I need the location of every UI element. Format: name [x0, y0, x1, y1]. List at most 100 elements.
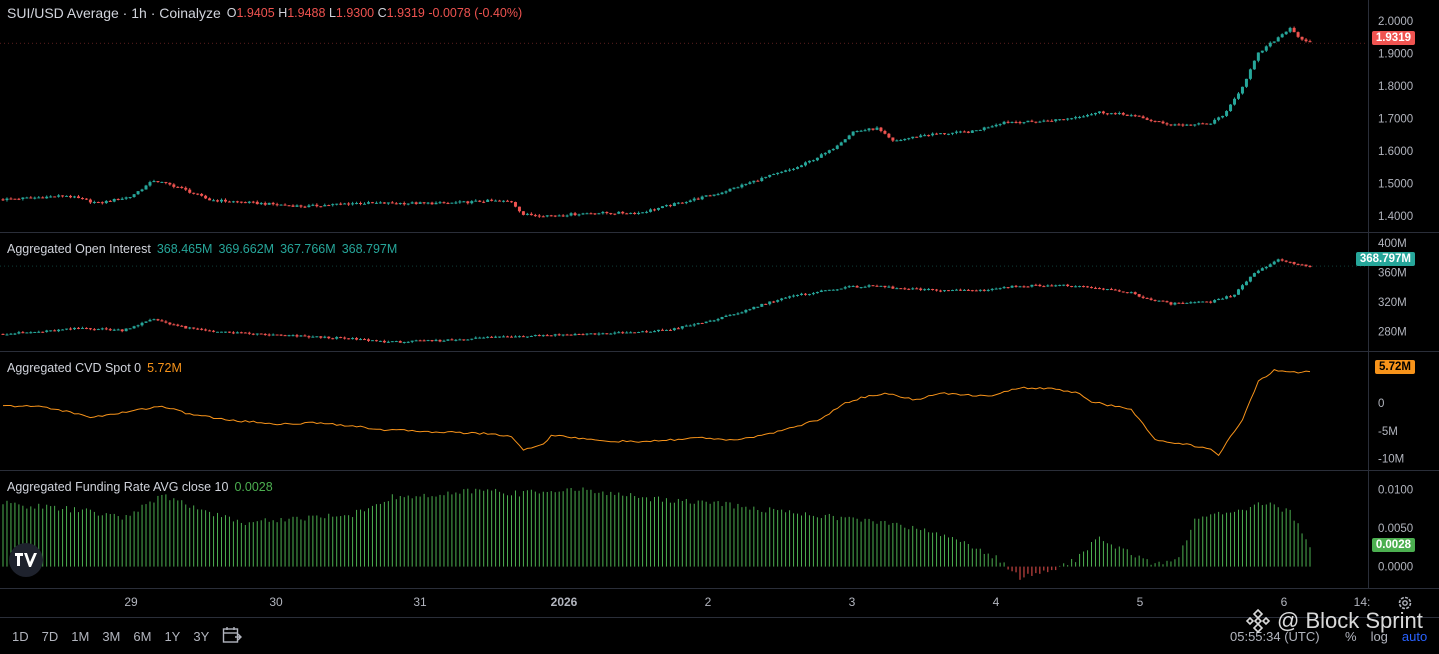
oi-candle	[470, 338, 474, 340]
price-candle	[784, 170, 788, 172]
price-candle	[879, 127, 883, 132]
calendar-goto-icon[interactable]	[222, 626, 242, 644]
utc-clock[interactable]: 05:55:34 (UTC)	[1230, 629, 1320, 644]
price-candle	[672, 203, 676, 207]
oi-candle	[1022, 286, 1026, 288]
price-candle	[601, 211, 605, 214]
oi-candle	[172, 324, 176, 326]
oi-candle	[5, 334, 9, 336]
timeframe-3y[interactable]: 3Y	[193, 629, 210, 644]
x-tick-label: 6	[1281, 595, 1288, 609]
price-candle	[692, 198, 696, 201]
oi-candle	[33, 331, 37, 333]
oi-candle	[1272, 261, 1276, 265]
oi-candle	[597, 333, 601, 335]
price-candle	[1236, 93, 1240, 99]
price-candle	[887, 133, 891, 138]
oi-candle	[1145, 297, 1149, 299]
price-candle	[819, 154, 823, 158]
price-candle	[168, 182, 172, 185]
oi-candle	[605, 333, 609, 335]
price-candle	[374, 202, 378, 204]
price-candle	[188, 189, 192, 193]
oi-candle	[319, 336, 323, 338]
timeframe-1m[interactable]: 1M	[71, 629, 90, 644]
price-candle	[1201, 123, 1205, 125]
price-candle	[446, 203, 450, 205]
price-candle	[343, 203, 347, 205]
price-candle	[1078, 117, 1082, 119]
timeframe-6m[interactable]: 6M	[133, 629, 152, 644]
log-scale-toggle[interactable]: log	[1370, 629, 1388, 644]
oi-candle	[1014, 285, 1018, 287]
oi-candle	[1006, 287, 1010, 289]
timeframe-1y[interactable]: 1Y	[164, 629, 181, 644]
oi-candle	[851, 286, 855, 288]
funding-last-tag: 0.0028	[1371, 538, 1415, 552]
oi-candle	[239, 332, 243, 334]
oi-candle	[21, 332, 25, 334]
price-candle	[1240, 86, 1244, 94]
oi-candle	[1300, 264, 1304, 266]
oi-candle	[1252, 273, 1256, 277]
price-candle	[974, 130, 978, 132]
oi-candle	[112, 329, 116, 331]
price-candle	[255, 201, 259, 205]
timeframe-7d[interactable]: 7D	[41, 629, 59, 644]
timeframe-3m[interactable]: 3M	[102, 629, 121, 644]
price-candle	[780, 171, 784, 173]
timeframe-1d[interactable]: 1D	[12, 629, 29, 644]
oi-candle	[1280, 259, 1284, 261]
price-candle	[708, 195, 712, 197]
price-candle	[378, 202, 382, 204]
x-tick-label: 2	[705, 595, 712, 609]
price-candle	[513, 202, 517, 207]
oi-candle	[430, 340, 434, 342]
oi-candle	[736, 313, 740, 315]
oi-candle	[275, 334, 279, 336]
price-candle	[200, 193, 204, 196]
oi-candle	[811, 293, 815, 295]
oi-candle	[1082, 286, 1086, 288]
price-candle	[474, 200, 478, 202]
price-candle	[1022, 122, 1026, 124]
price-candle	[13, 198, 17, 200]
price-candle	[1292, 27, 1296, 33]
price-candle	[223, 199, 227, 202]
tradingview-logo-icon[interactable]	[9, 543, 43, 577]
price-candle	[895, 140, 899, 142]
price-candle	[1193, 124, 1197, 126]
oi-candle	[1010, 285, 1014, 288]
price-candle	[128, 197, 132, 199]
oi-candle	[1181, 302, 1185, 304]
oi-candle	[728, 314, 732, 316]
chart-canvas[interactable]: 29 30 31 2026 2 3 4 5 6 14: 2.0000 1.9000 1.8000 1.70…	[0, 0, 1439, 617]
oi-candle	[525, 336, 529, 338]
oi-candle	[843, 287, 847, 289]
price-candle	[946, 133, 950, 135]
price-candle	[1276, 37, 1280, 42]
price-legend: SUI/USD Average · 1h · Coinalyze O1.9405…	[7, 5, 522, 21]
price-candle	[915, 136, 919, 138]
price-candle	[73, 196, 77, 198]
y-tick-label: 1.6000	[1378, 146, 1413, 158]
oi-candle	[104, 328, 108, 330]
oi-candle	[1153, 299, 1157, 301]
auto-scale-toggle[interactable]: auto	[1401, 629, 1428, 644]
x-tick-label: 31	[413, 595, 427, 609]
oi-candle	[25, 332, 29, 334]
gear-icon[interactable]	[1396, 594, 1414, 612]
oi-candle	[1097, 288, 1101, 290]
oi-candle	[589, 333, 593, 335]
oi-candle	[80, 327, 84, 329]
price-candle	[386, 202, 390, 204]
price-candle	[402, 203, 406, 205]
price-candle	[1105, 113, 1109, 115]
oi-candle	[426, 340, 430, 342]
oi-candle	[581, 334, 585, 336]
oi-candle	[585, 333, 589, 335]
oi-candle	[263, 333, 267, 335]
price-candle	[136, 191, 140, 195]
percent-scale-toggle[interactable]: %	[1345, 629, 1357, 644]
oi-candle	[549, 335, 553, 337]
